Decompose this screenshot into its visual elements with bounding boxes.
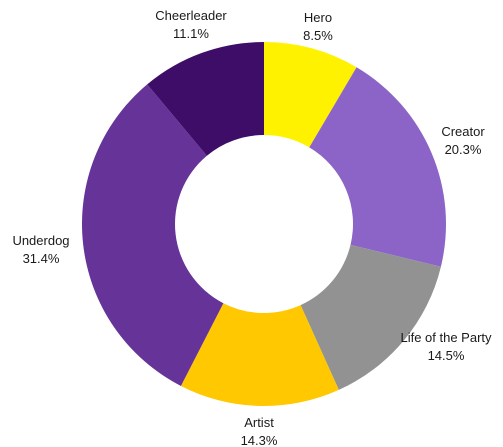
slice-label-hero: Hero [304,10,332,25]
slice-value-underdog: 31.4% [23,251,60,266]
slice-label-cheerleader: Cheerleader [155,8,227,23]
slice-cheerleader [147,42,264,156]
slice-artist [180,303,339,407]
slice-hero [264,42,357,148]
slice-life-of-the-party [300,244,441,390]
slice-label-creator: Creator [441,124,485,139]
slice-creator [309,67,446,267]
slice-label-underdog: Underdog [12,233,69,248]
slice-label-life-of-the-party: Life of the Party [400,330,492,345]
slice-value-life-of-the-party: 14.5% [428,348,465,363]
slice-value-cheerleader: 11.1% [173,26,209,41]
slice-value-creator: 20.3% [445,142,482,157]
slice-labels: Hero 8.5% Creator 20.3% Life of the Party 14.… [12,8,492,447]
slice-value-hero: 8.5% [303,28,333,43]
slice-label-artist: Artist [244,415,274,430]
slice-underdog [81,84,224,386]
donut-slices [81,42,446,407]
slice-value-artist: 14.3% [241,433,278,447]
